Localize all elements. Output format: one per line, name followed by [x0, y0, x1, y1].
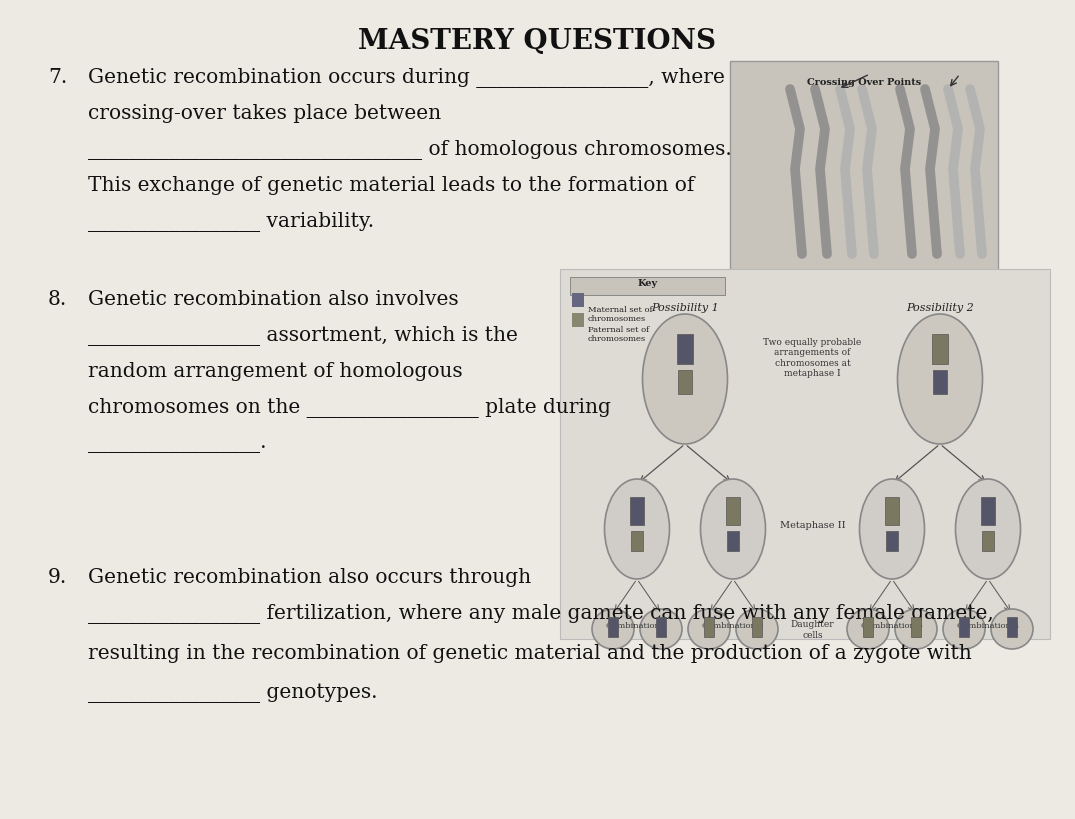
Ellipse shape	[860, 479, 924, 579]
Bar	[727, 532, 739, 551]
Ellipse shape	[640, 609, 682, 649]
Bar	[560, 269, 1050, 639]
Text: Combination 4: Combination 4	[957, 622, 1019, 629]
Bar	[981, 497, 995, 525]
Bar	[608, 618, 618, 637]
Bar	[981, 532, 994, 551]
Text: Crossing Over Points: Crossing Over Points	[807, 78, 921, 87]
Bar	[677, 335, 693, 364]
Ellipse shape	[688, 609, 730, 649]
Ellipse shape	[898, 314, 983, 445]
Bar	[1007, 618, 1017, 637]
Ellipse shape	[701, 479, 765, 579]
Bar	[726, 497, 740, 525]
Text: Combination 2: Combination 2	[702, 622, 764, 629]
Bar	[911, 618, 921, 637]
Text: This exchange of genetic material leads to the formation of: This exchange of genetic material leads …	[88, 176, 694, 195]
Text: Key: Key	[637, 278, 658, 287]
Ellipse shape	[956, 479, 1020, 579]
Text: MASTERY QUESTIONS: MASTERY QUESTIONS	[358, 28, 716, 55]
Text: Paternal set of
chromosomes: Paternal set of chromosomes	[588, 326, 649, 343]
Text: _________________________________ of homologous chromosomes.: _________________________________ of hom…	[88, 140, 732, 160]
Text: chromosomes on the _________________ plate during: chromosomes on the _________________ pla…	[88, 397, 611, 418]
Text: 9.: 9.	[48, 568, 68, 586]
Bar	[730, 62, 998, 272]
Bar	[959, 618, 969, 637]
Text: Metaphase II: Metaphase II	[779, 520, 845, 529]
Text: Daughter
cells: Daughter cells	[791, 619, 834, 639]
Ellipse shape	[643, 314, 728, 445]
Text: Combination 3: Combination 3	[861, 622, 923, 629]
Text: 8.: 8.	[48, 290, 68, 309]
Text: _________________ fertilization, where any male gamete can fuse with any female : _________________ fertilization, where a…	[88, 604, 993, 623]
Ellipse shape	[943, 609, 985, 649]
Text: Combination 1: Combination 1	[606, 622, 668, 629]
Bar	[704, 618, 714, 637]
Text: crossing-over takes place between: crossing-over takes place between	[88, 104, 441, 123]
Ellipse shape	[604, 479, 670, 579]
Ellipse shape	[736, 609, 778, 649]
Bar	[885, 497, 899, 525]
Bar	[572, 314, 584, 328]
Bar	[863, 618, 873, 637]
Text: _________________.: _________________.	[88, 433, 267, 452]
Bar	[631, 532, 643, 551]
Text: random arrangement of homologous: random arrangement of homologous	[88, 361, 462, 381]
Bar	[933, 370, 947, 395]
Text: _________________ assortment, which is the: _________________ assortment, which is t…	[88, 326, 518, 346]
Ellipse shape	[847, 609, 889, 649]
Ellipse shape	[592, 609, 634, 649]
Ellipse shape	[895, 609, 937, 649]
Text: Two equally probable
arrangements of
chromosomes at
metaphase I: Two equally probable arrangements of chr…	[763, 337, 862, 378]
Text: Genetic recombination also occurs through: Genetic recombination also occurs throug…	[88, 568, 531, 586]
Text: Genetic recombination occurs during _________________, where: Genetic recombination occurs during ____…	[88, 68, 725, 88]
Bar	[570, 278, 725, 296]
Text: Possibility 2: Possibility 2	[906, 303, 974, 313]
Text: _________________ genotypes.: _________________ genotypes.	[88, 683, 377, 703]
Text: Maternal set of
chromosomes: Maternal set of chromosomes	[588, 305, 653, 323]
Text: resulting in the recombination of genetic material and the production of a zygot: resulting in the recombination of geneti…	[88, 643, 972, 663]
Text: _________________ variability.: _________________ variability.	[88, 212, 374, 232]
Bar	[752, 618, 762, 637]
Bar	[630, 497, 644, 525]
Bar	[656, 618, 666, 637]
Text: 7.: 7.	[48, 68, 68, 87]
Text: Possibility 1: Possibility 1	[651, 303, 719, 313]
Ellipse shape	[991, 609, 1033, 649]
Text: Genetic recombination also involves: Genetic recombination also involves	[88, 290, 459, 309]
Bar	[678, 370, 692, 395]
Bar	[886, 532, 898, 551]
Bar	[572, 294, 584, 308]
Bar	[932, 335, 948, 364]
